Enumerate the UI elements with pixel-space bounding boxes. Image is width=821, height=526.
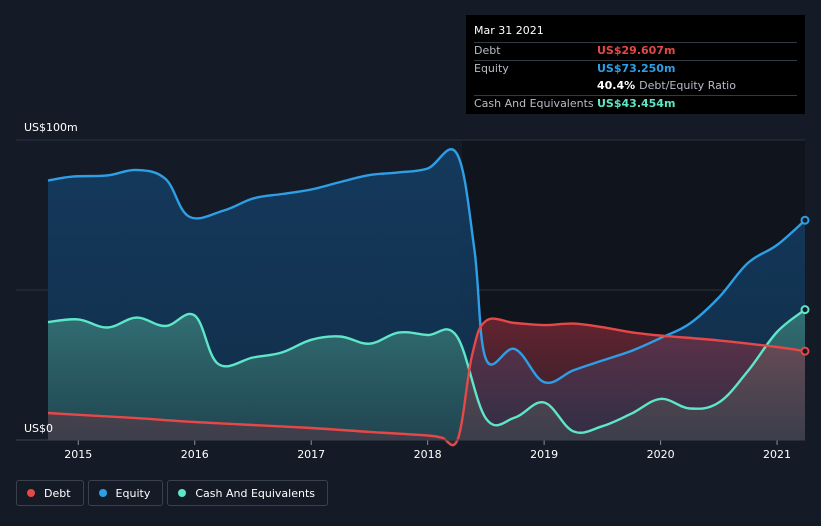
legend-debt-dot-icon: [27, 489, 35, 497]
tooltip-panel: Mar 31 2021 Debt US$29.607m Equity US$73…: [466, 15, 805, 114]
legend-equity-label: Equity: [115, 486, 151, 500]
cash-area: [48, 309, 805, 440]
tooltip-cash-row: Cash And Equivalents US$43.454m: [474, 95, 797, 113]
tooltip-cash-value: US$43.454m: [597, 97, 676, 110]
tooltip-debt-label: Debt: [474, 44, 501, 57]
x-tick-label-2019: 2019: [530, 448, 558, 461]
equity-end-marker: [800, 215, 810, 225]
legend-cash-dot-icon: [178, 489, 187, 497]
tooltip-equity-label: Equity: [474, 62, 509, 75]
tooltip-debt-row: Debt US$29.607m: [474, 42, 797, 60]
x-tick-label-2015: 2015: [64, 448, 92, 461]
chart-legend: Debt Equity Cash And Equivalents: [16, 480, 328, 506]
legend-debt-label: Debt: [44, 486, 71, 500]
tooltip-ratio-label: Debt/Equity Ratio: [639, 79, 736, 92]
tooltip-debt-value: US$29.607m: [597, 44, 676, 57]
x-tick-label-2020: 2020: [647, 448, 675, 461]
tooltip-ratio-row: 40.4% Debt/Equity Ratio: [474, 78, 797, 95]
debt-end-marker: [800, 346, 810, 356]
tooltip-equity-row: Equity US$73.250m: [474, 60, 797, 78]
debt-area: [48, 318, 805, 446]
tooltip-date: Mar 31 2021: [474, 24, 544, 37]
legend-cash-label: Cash And Equivalents: [195, 486, 315, 500]
tooltip-ratio-value: 40.4%: [597, 79, 636, 92]
y-tick-label-bottom: US$0: [24, 422, 53, 435]
legend-item-debt[interactable]: Debt: [16, 480, 84, 506]
equity-line: [47, 148, 806, 385]
legend-item-equity[interactable]: Equity: [87, 480, 164, 506]
tooltip-cash-label: Cash And Equivalents: [474, 97, 594, 110]
cash-line: [47, 308, 806, 434]
legend-item-cash[interactable]: Cash And Equivalents: [167, 480, 328, 506]
x-tick-label-2018: 2018: [414, 448, 442, 461]
tooltip-ratio-spacer: [474, 78, 597, 95]
debt-line: [47, 317, 806, 447]
y-tick-label-top: US$100m: [24, 121, 78, 134]
x-tick-label-2017: 2017: [297, 448, 325, 461]
x-tick-label-2016: 2016: [181, 448, 209, 461]
x-tick-label-2021: 2021: [763, 448, 791, 461]
cash-end-marker: [800, 305, 810, 315]
legend-equity-dot-icon: [98, 489, 107, 497]
tooltip-equity-value: US$73.250m: [597, 62, 676, 75]
